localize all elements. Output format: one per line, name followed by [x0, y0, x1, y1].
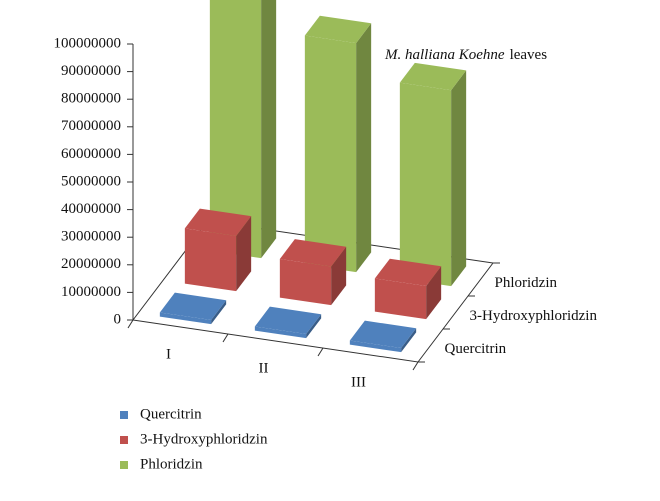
bar-front	[254, 326, 307, 339]
y-tick-label: 50000000	[61, 173, 121, 189]
legend-label: Phloridzin	[140, 456, 203, 472]
x-tick	[127, 319, 134, 329]
bar	[159, 292, 227, 325]
y-tick-label: 10000000	[61, 284, 121, 300]
bar-top	[254, 306, 322, 335]
bar-top	[279, 239, 347, 267]
y-tick-label: 100000000	[54, 35, 122, 51]
bar-front	[349, 340, 402, 353]
y-tick-label: 0	[114, 311, 122, 327]
bar-front	[399, 82, 452, 287]
legend-swatch	[120, 461, 128, 469]
bar-side	[451, 70, 467, 287]
bar	[184, 208, 252, 292]
z-tick-label: 3-Hydroxyphloridzin	[470, 308, 598, 324]
bar	[399, 62, 467, 287]
legend-label: 3-Hydroxyphloridzin	[140, 431, 268, 447]
bar-top	[399, 62, 467, 91]
bar-top	[374, 258, 442, 287]
bar-front	[374, 278, 427, 320]
bar	[349, 320, 417, 353]
annotation: M. halliana Koehne leaves	[384, 47, 547, 63]
bar	[254, 306, 322, 339]
legend-swatch	[120, 436, 128, 444]
bar	[209, 0, 277, 259]
bar-side	[236, 216, 252, 292]
legend-swatch	[120, 411, 128, 419]
bar-side	[401, 328, 417, 353]
x-tick-label: I	[166, 346, 171, 362]
bar-top	[159, 292, 227, 321]
legend-label: Quercitrin	[140, 406, 202, 422]
annotation-rest: leaves	[510, 47, 548, 63]
x-tick-label: II	[259, 360, 269, 376]
x-tick	[222, 333, 229, 343]
bar-front	[304, 35, 357, 273]
bar-side	[356, 23, 372, 273]
y-tick-label: 80000000	[61, 91, 121, 107]
bar-top	[304, 15, 372, 44]
y-tick-label: 20000000	[61, 256, 121, 272]
y-tick-label: 40000000	[61, 201, 121, 217]
bar-side	[426, 266, 442, 320]
bar-side	[211, 300, 227, 325]
annotation-italic: M. halliana Koehne	[384, 47, 505, 63]
bar-top	[349, 320, 417, 349]
bar-front	[209, 0, 262, 259]
x-tick	[317, 347, 324, 357]
y-tick-label: 90000000	[61, 63, 121, 79]
z-tick-label: Quercitrin	[445, 341, 507, 357]
bar-front	[159, 312, 212, 325]
z-tick-label: Phloridzin	[495, 275, 558, 291]
y-tick-label: 30000000	[61, 229, 121, 245]
y-tick-label: 70000000	[61, 118, 121, 134]
bar	[374, 258, 442, 320]
bar-side	[261, 0, 277, 259]
bar-front	[279, 258, 332, 306]
bar-side	[331, 246, 347, 306]
bar	[304, 15, 372, 273]
bar-side	[306, 314, 322, 339]
y-tick-label: 60000000	[61, 146, 121, 162]
x-tick-label: III	[351, 374, 366, 390]
bar-front	[184, 228, 237, 292]
x-tick	[412, 361, 419, 371]
bar	[279, 239, 347, 306]
bar-top	[184, 208, 252, 236]
